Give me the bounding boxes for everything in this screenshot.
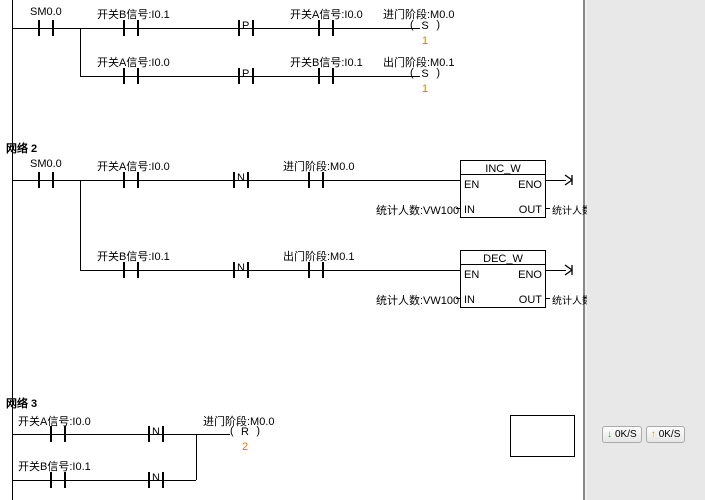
side-panel — [587, 0, 705, 500]
status-rate2: 0K/S — [659, 429, 681, 440]
wire — [12, 28, 420, 29]
contact-sm00 — [30, 19, 62, 37]
block-dec-w: DEC_W EN ENO IN OUT — [460, 250, 546, 308]
edge-p2-letter: P — [242, 68, 249, 80]
arrow-up-icon: ↑ — [651, 429, 656, 440]
contact-switchA-2 — [115, 67, 147, 85]
contact-switchB-2 — [310, 67, 342, 85]
network3-label: 网络 3 — [6, 395, 37, 411]
wire — [196, 434, 197, 480]
wire — [456, 298, 460, 299]
coil-letter-r: R — [241, 426, 249, 438]
out-lbl2: OUT — [519, 293, 542, 307]
n2-n2-letter: N — [237, 262, 245, 274]
wire — [546, 298, 550, 299]
dec-in-var: 统计人数:VW100 — [376, 292, 459, 308]
coil-num1: 1 — [422, 35, 428, 47]
network2-label: 网络 2 — [6, 140, 37, 156]
coil-letter: S — [421, 20, 428, 32]
coil-num2: 1 — [422, 83, 428, 95]
wire — [80, 28, 81, 76]
in-lbl2: IN — [464, 293, 475, 307]
contact-switchB — [115, 19, 147, 37]
n2-contact-switchA — [115, 171, 147, 189]
wire — [546, 270, 566, 271]
eno-arrow — [564, 173, 578, 187]
coil-reset: R — [230, 426, 260, 442]
wire — [546, 180, 566, 181]
status-upload[interactable]: ↑ 0K/S — [646, 426, 686, 443]
n2-contact-enter — [300, 171, 332, 189]
en-lbl2: EN — [464, 268, 479, 282]
n2-sm00: SM0.0 — [30, 158, 62, 170]
edge-p1-letter: P — [242, 20, 249, 32]
in-lbl: IN — [464, 203, 475, 217]
n3-contact-switchB — [42, 471, 74, 489]
n2-n1-letter: N — [237, 172, 245, 184]
n3-n1-letter: N — [152, 426, 160, 438]
block-inc-w: INC_W EN ENO IN OUT — [460, 160, 546, 218]
n3-n2-letter: N — [152, 472, 160, 484]
status-bar: ↓ 0K/S ↑ 0K/S — [602, 426, 685, 443]
eno-lbl: ENO — [518, 178, 542, 192]
n2-contact-sm00 — [30, 171, 62, 189]
label-sm00: SM0.0 — [30, 6, 62, 18]
wire — [546, 208, 550, 209]
n2-contact-switchB — [115, 261, 147, 279]
eno-arrow2 — [564, 263, 578, 277]
wire — [80, 180, 81, 270]
coil-set-exit: S — [410, 68, 440, 84]
status-download[interactable]: ↓ 0K/S — [602, 426, 642, 443]
inc-in-var: 统计人数:VW100 — [376, 202, 459, 218]
wire — [456, 208, 460, 209]
eno-lbl2: ENO — [518, 268, 542, 282]
coil-letter: S — [421, 68, 428, 80]
contact-switchA-top — [310, 19, 342, 37]
n3-contact-switchA — [42, 425, 74, 443]
n2-contact-exit — [300, 261, 332, 279]
out-lbl: OUT — [519, 203, 542, 217]
en-lbl: EN — [464, 178, 479, 192]
coil-num-r: 2 — [242, 441, 248, 453]
coil-set-enter: S — [410, 20, 440, 36]
status-rate1: 0K/S — [615, 429, 637, 440]
empty-box — [510, 415, 575, 457]
ladder-canvas: SM0.0 开关B信号:I0.1 开关A信号:I0.0 进门阶段:M0.0 P … — [0, 0, 585, 500]
arrow-down-icon: ↓ — [607, 429, 612, 440]
power-rail-left — [12, 0, 13, 500]
